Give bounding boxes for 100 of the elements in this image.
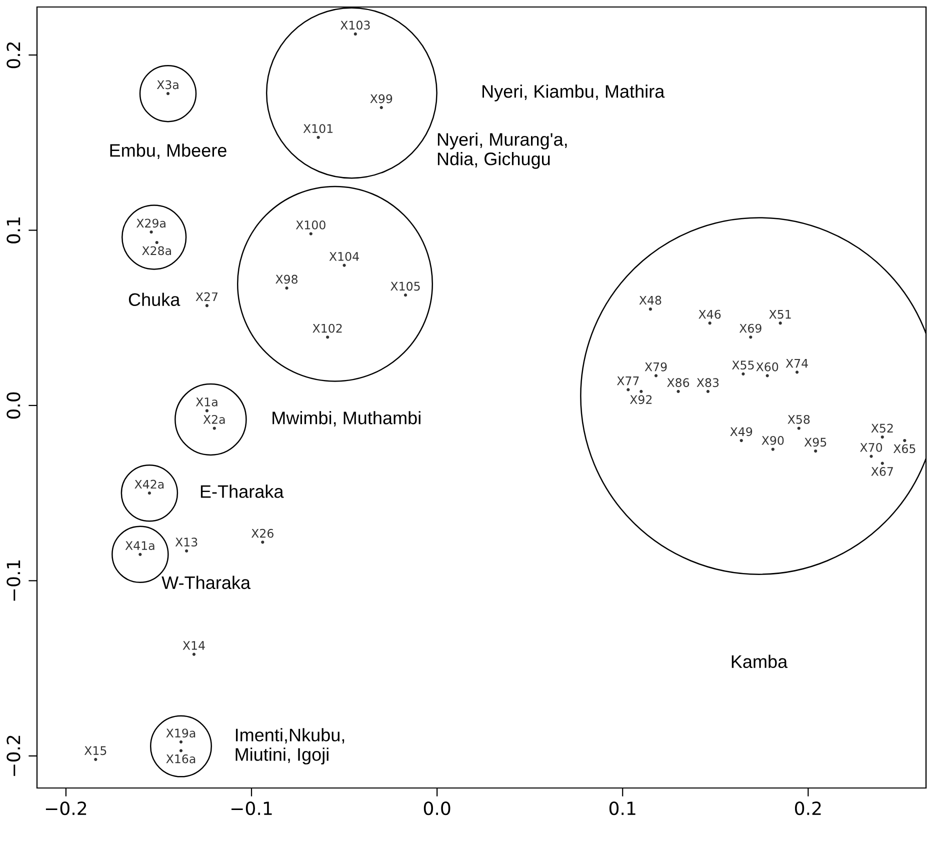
data-label: X83: [696, 378, 719, 388]
data-label: X70: [860, 442, 882, 452]
data-label: X28a: [142, 246, 171, 256]
data-label: X103: [340, 20, 370, 30]
point: [94, 758, 98, 761]
data-label: X77: [616, 376, 639, 386]
point: [205, 409, 209, 412]
data-label: X48: [639, 296, 662, 305]
y-tick-label: −0.2: [6, 736, 20, 776]
point: [354, 32, 357, 36]
point: [192, 652, 196, 656]
data-label: X51: [769, 310, 791, 319]
data-label: X86: [667, 378, 690, 388]
point: [654, 374, 658, 378]
data-label: X13: [175, 538, 198, 547]
data-label: X102: [312, 324, 342, 333]
point: [150, 230, 153, 234]
point: [179, 740, 183, 744]
x-tick-label: 0.2: [795, 802, 821, 816]
data-label: X41a: [125, 541, 154, 550]
data-label: X26: [251, 528, 274, 538]
data-label: X29a: [136, 218, 166, 228]
annotation: Imenti,Nkubu, Miutini, Igoji: [236, 728, 344, 764]
point: [404, 294, 408, 297]
point: [797, 426, 800, 430]
annotation: E-Tharaka: [200, 484, 284, 498]
data-label: X92: [630, 395, 652, 404]
data-label: X14: [182, 641, 205, 650]
y-tick-label: −0.1: [6, 560, 20, 601]
point: [740, 438, 743, 442]
point: [795, 370, 799, 374]
annotation: Nyeri, Kiambu, Mathira: [482, 84, 665, 102]
point: [626, 388, 630, 392]
y-tick-label: 0.1: [6, 218, 20, 244]
point: [179, 749, 183, 752]
point: [706, 390, 710, 394]
annotation: Mwimbi, Muthambi: [272, 411, 420, 426]
y-tick-label: 0.2: [6, 42, 20, 68]
point: [316, 136, 320, 139]
point: [814, 449, 818, 453]
y-tick-label: 0.0: [6, 392, 20, 419]
x-tick-label: 0.1: [609, 802, 636, 816]
data-label: X2a: [203, 414, 225, 424]
point: [212, 426, 216, 430]
data-label: X74: [786, 359, 808, 368]
point: [778, 322, 782, 325]
point: [771, 448, 774, 451]
data-label: X19a: [166, 728, 196, 738]
data-label: X3a: [156, 80, 178, 90]
data-label: X90: [762, 436, 784, 445]
annotation: W-Tharaka: [162, 576, 251, 590]
data-label: X49: [730, 427, 752, 436]
point: [903, 438, 906, 442]
point: [205, 304, 209, 308]
data-label: X100: [296, 220, 326, 230]
data-label: X98: [276, 274, 298, 284]
point: [380, 106, 383, 110]
data-label: X104: [329, 252, 359, 261]
x-tick-label: −0.1: [231, 802, 272, 816]
point: [185, 549, 188, 552]
point: [708, 322, 712, 325]
point: [155, 240, 158, 244]
data-label: X27: [196, 292, 218, 302]
annotation: Nyeri, Murang'a, Ndia, Gichugu: [438, 132, 567, 169]
data-label: X101: [303, 124, 333, 133]
x-tick-label: −0.2: [46, 802, 86, 816]
data-label: X46: [698, 310, 721, 319]
point: [676, 390, 680, 394]
annotation: Embu, Mbeere: [110, 144, 226, 159]
point: [648, 308, 652, 311]
point: [261, 540, 264, 544]
point: [742, 372, 745, 376]
data-label: X69: [739, 324, 762, 333]
data-label: X95: [804, 438, 826, 447]
data-label: X105: [390, 282, 420, 291]
data-label: X55: [732, 360, 754, 370]
point: [880, 462, 884, 465]
point: [640, 390, 643, 394]
annotation: Chuka: [128, 292, 180, 306]
data-label: X67: [871, 466, 893, 476]
data-label: X16a: [166, 754, 196, 764]
point: [309, 232, 312, 236]
data-label: X1a: [196, 398, 218, 406]
point: [766, 374, 769, 378]
data-label: X52: [871, 424, 893, 433]
point: [285, 286, 288, 290]
data-label: X42a: [134, 480, 164, 489]
annotation: Kamba: [732, 654, 788, 668]
data-label: X15: [84, 746, 106, 756]
data-label: X99: [370, 94, 392, 104]
data-label: X60: [756, 362, 778, 372]
point: [870, 454, 873, 458]
point: [749, 336, 752, 339]
point: [342, 264, 346, 267]
point: [880, 435, 884, 439]
data-label: X58: [788, 414, 810, 424]
data-label: X65: [893, 444, 916, 454]
point: [326, 336, 330, 339]
data-label: X79: [644, 362, 667, 372]
x-tick-label: 0.0: [424, 802, 450, 816]
